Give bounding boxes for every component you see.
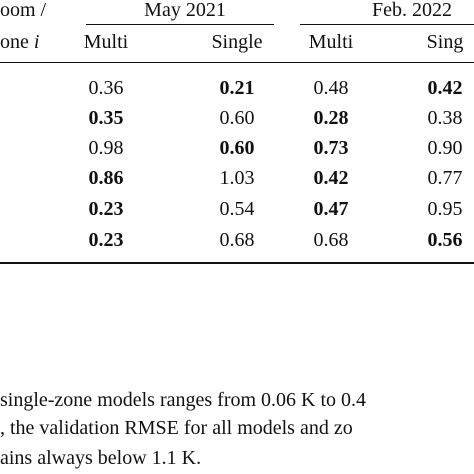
stub-header: one i (0, 30, 39, 54)
group-rule (300, 24, 474, 25)
cell: 0.47 (313, 198, 349, 220)
column-header: Sing (426, 31, 464, 53)
cell: 0.60 (219, 107, 255, 129)
cell: 0.48 (313, 77, 349, 99)
cell: 0.35 (88, 107, 124, 129)
cell: 0.86 (88, 167, 124, 189)
stub-header: oom / (0, 0, 47, 21)
cell: 0.73 (313, 137, 349, 159)
cell: 0.21 (219, 77, 255, 99)
group-rule (86, 24, 274, 25)
cell: 0.95 (427, 198, 463, 220)
cell: 0.60 (219, 137, 255, 159)
cell: 0.68 (313, 229, 349, 251)
cell: 0.54 (219, 198, 255, 220)
bottom-rule (0, 262, 474, 264)
cell: 0.42 (427, 77, 463, 99)
body-text: , the validation RMSE for all models and… (0, 417, 353, 439)
column-header: Multi (308, 31, 354, 53)
cell: 0.23 (88, 229, 124, 251)
cell: 0.42 (313, 167, 349, 189)
body-text: single-zone models ranges from 0.06 K to… (0, 389, 367, 411)
cell: 0.23 (88, 198, 124, 220)
group-header: May 2021 (144, 0, 226, 21)
body-text: ains always below 1.1 K. (0, 447, 202, 469)
group-header: Feb. 2022 (372, 0, 452, 21)
stub-text: one (0, 31, 29, 53)
cell: 0.36 (88, 77, 124, 99)
cell: 0.68 (219, 229, 255, 251)
column-header: Single (211, 31, 263, 53)
cell: 0.56 (427, 229, 463, 251)
cell: 0.28 (313, 107, 349, 129)
cell: 0.90 (427, 137, 463, 159)
column-header: Multi (83, 31, 129, 53)
cell: 1.03 (219, 167, 255, 189)
header-rule (0, 62, 474, 63)
cell: 0.98 (88, 137, 124, 159)
cell: 0.77 (427, 167, 463, 189)
cell: 0.38 (427, 107, 463, 129)
stub-var: i (33, 31, 40, 53)
